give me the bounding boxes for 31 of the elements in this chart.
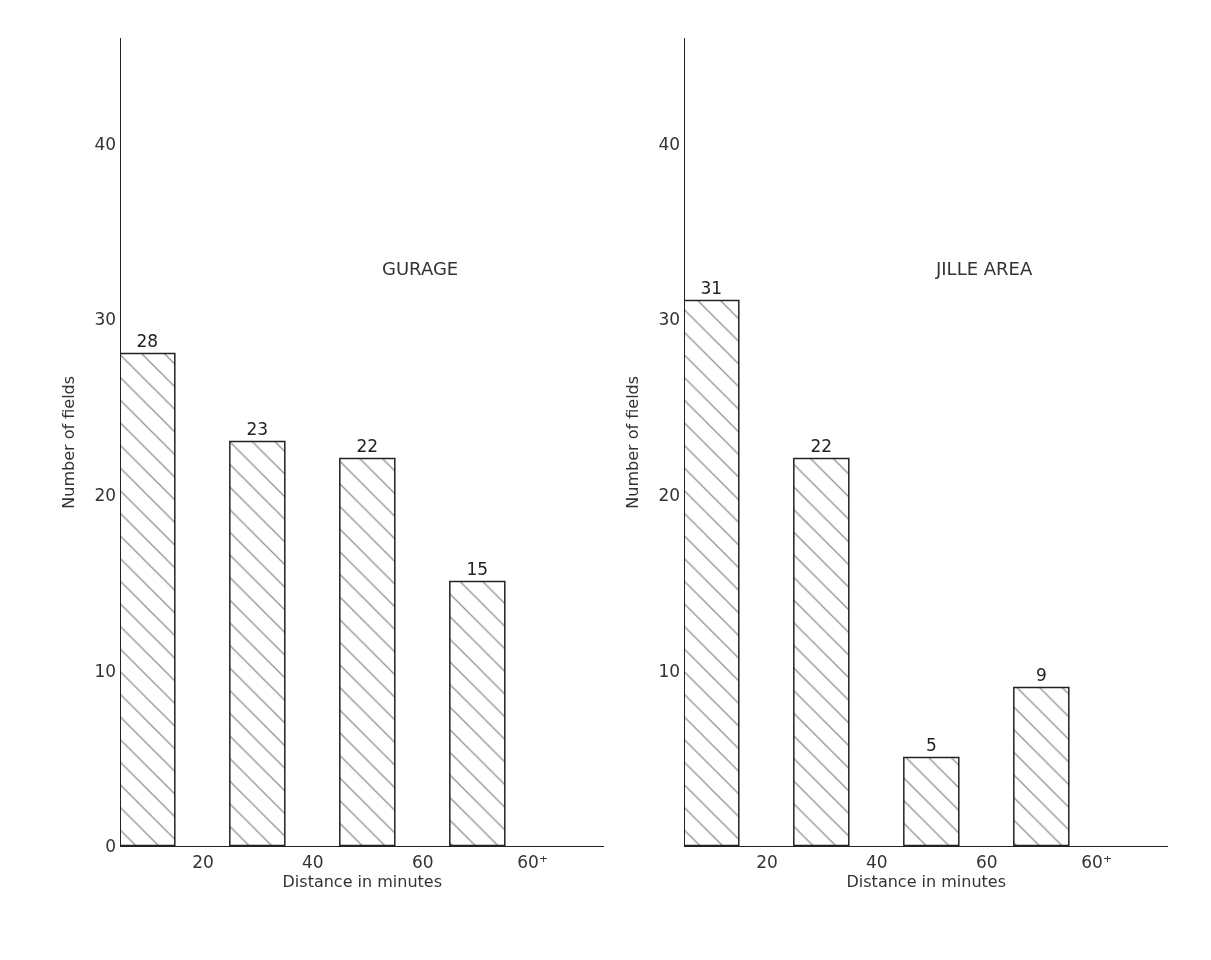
y-axis-title: Number of fields <box>623 375 643 509</box>
y-tick-label: 20 <box>658 484 681 505</box>
y-tick-label: 30 <box>94 309 117 330</box>
data-label: 15 <box>466 558 489 579</box>
y-tick-label: 40 <box>94 133 117 154</box>
data-label: 9 <box>1035 664 1047 685</box>
y-tick-label: 0 <box>105 836 117 857</box>
x-tick-label: 20 <box>192 851 214 872</box>
data-label: 22 <box>810 435 833 456</box>
text: JILLE AREA <box>935 258 1033 279</box>
y-tick-label: 20 <box>94 484 117 505</box>
data-label: 22 <box>356 435 379 456</box>
data-label: 5 <box>925 734 937 755</box>
y-tick-label: 40 <box>658 133 681 154</box>
x-tick-label: 60⁺ <box>517 851 548 872</box>
data-label: 28 <box>136 330 159 351</box>
x-axis-title: Distance in minutes <box>846 871 1007 891</box>
y-tick-label: 10 <box>94 660 117 681</box>
x-tick-label: 40 <box>302 851 324 872</box>
x-axis-title: Distance in minutes <box>282 871 443 891</box>
data-label: 31 <box>700 277 723 298</box>
y-tick-label: 10 <box>658 660 681 681</box>
data-label: 23 <box>246 418 269 439</box>
x-tick-label: 60 <box>975 851 998 872</box>
x-tick-label: 60 <box>411 851 434 872</box>
y-tick-label: 30 <box>658 309 681 330</box>
x-tick-label: 20 <box>756 851 778 872</box>
y-axis-title: Number of fields <box>59 375 79 509</box>
text: GURAGE <box>382 258 459 279</box>
x-tick-label: 60⁺ <box>1081 851 1112 872</box>
x-tick-label: 40 <box>866 851 888 872</box>
